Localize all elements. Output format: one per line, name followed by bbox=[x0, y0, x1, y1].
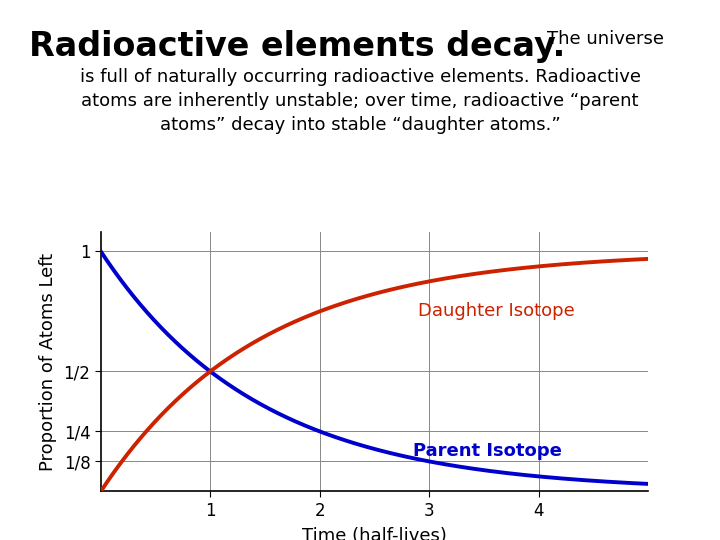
Text: atoms” decay into stable “daughter atoms.”: atoms” decay into stable “daughter atoms… bbox=[160, 116, 560, 134]
Y-axis label: Proportion of Atoms Left: Proportion of Atoms Left bbox=[39, 253, 57, 471]
Text: Daughter Isotope: Daughter Isotope bbox=[418, 302, 575, 320]
Text: Radioactive elements decay.: Radioactive elements decay. bbox=[29, 30, 565, 63]
X-axis label: Time (half-lives): Time (half-lives) bbox=[302, 526, 447, 540]
Text: is full of naturally occurring radioactive elements. Radioactive: is full of naturally occurring radioacti… bbox=[79, 68, 641, 85]
Text: The universe: The universe bbox=[547, 30, 665, 48]
Text: Parent Isotope: Parent Isotope bbox=[413, 442, 562, 460]
Text: atoms are inherently unstable; over time, radioactive “parent: atoms are inherently unstable; over time… bbox=[81, 92, 639, 110]
